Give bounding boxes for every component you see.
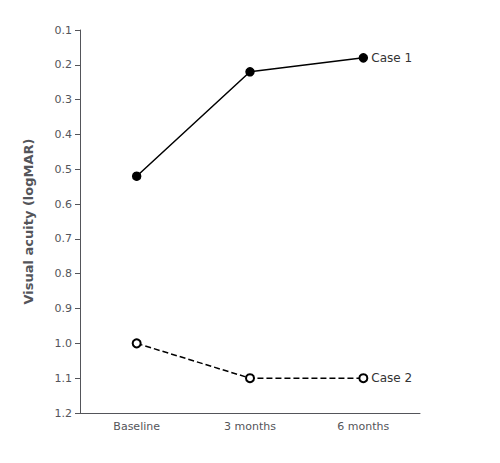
svg-text:0.3: 0.3 [55,93,73,106]
svg-text:0.9: 0.9 [55,302,73,315]
svg-text:0.5: 0.5 [55,163,73,176]
svg-text:0.1: 0.1 [55,24,73,37]
svg-text:1.2: 1.2 [55,407,73,420]
svg-text:Case 1: Case 1 [371,51,412,65]
svg-text:0.8: 0.8 [55,267,73,280]
svg-text:Baseline: Baseline [113,420,160,433]
svg-text:0.7: 0.7 [55,232,73,245]
svg-text:0.6: 0.6 [55,198,73,211]
svg-text:Visual acuity (logMAR): Visual acuity (logMAR) [21,138,36,304]
svg-text:Case 2: Case 2 [371,371,412,385]
svg-text:6 months: 6 months [337,420,389,433]
svg-text:1.0: 1.0 [55,337,73,350]
svg-text:3 months: 3 months [224,420,276,433]
svg-text:1.1: 1.1 [55,372,73,385]
svg-text:0.4: 0.4 [55,128,73,141]
svg-text:0.2: 0.2 [55,58,73,71]
